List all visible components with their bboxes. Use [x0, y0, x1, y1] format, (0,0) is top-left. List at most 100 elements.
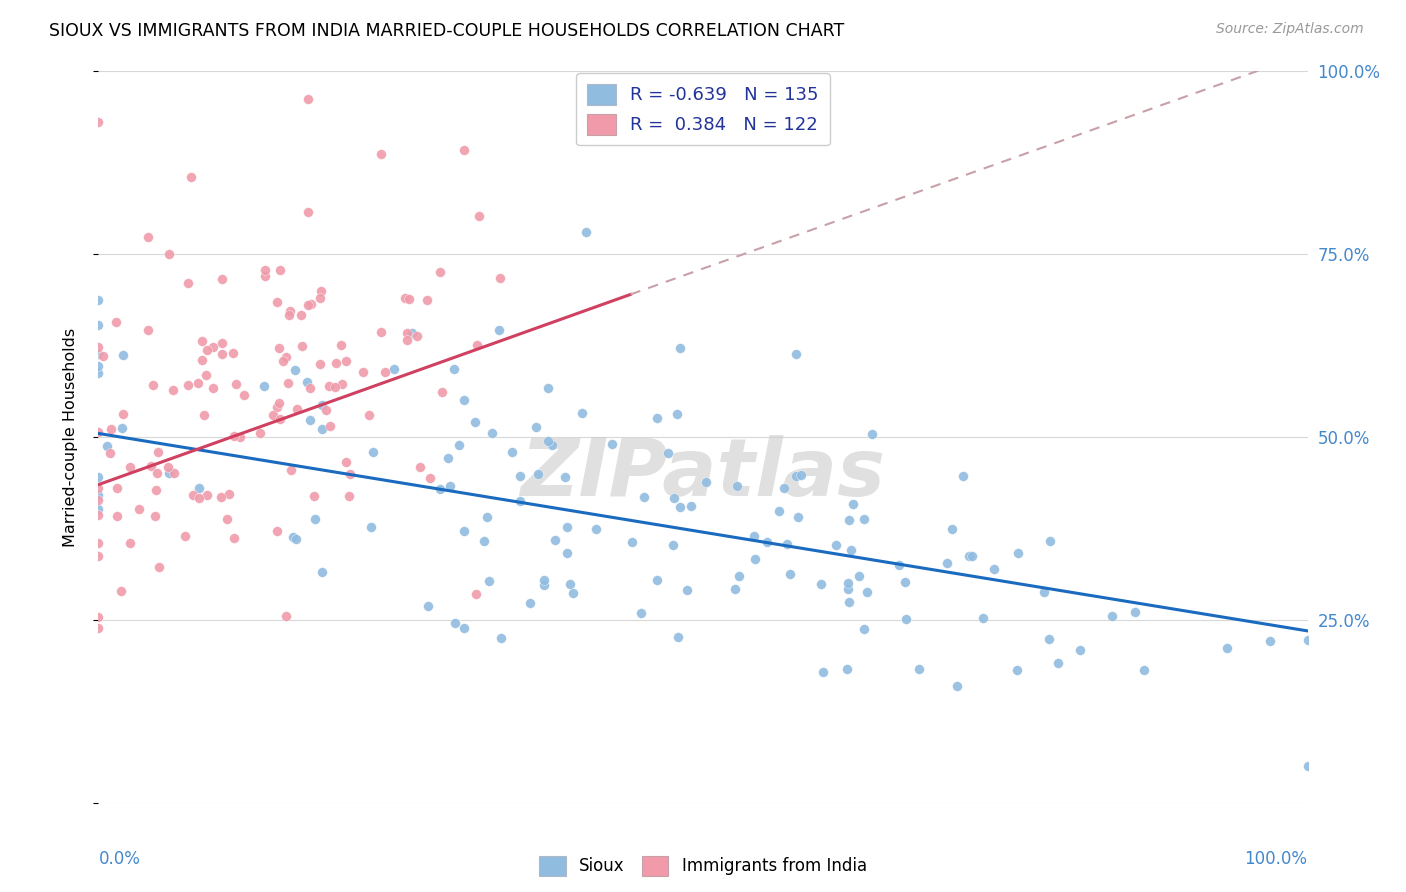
Text: 0.0%: 0.0%	[98, 850, 141, 868]
Point	[148, 560, 170, 574]
Text: ZIPatlas: ZIPatlas	[520, 434, 886, 513]
Point	[416, 293, 439, 307]
Point	[177, 378, 200, 392]
Point	[330, 377, 353, 392]
Point	[419, 471, 441, 485]
Point	[111, 421, 134, 435]
Point	[894, 612, 917, 626]
Point	[304, 512, 326, 526]
Point	[120, 536, 142, 550]
Point	[398, 292, 420, 306]
Point	[100, 422, 122, 436]
Point	[824, 539, 846, 553]
Point	[143, 509, 166, 524]
Point	[852, 622, 875, 636]
Point	[409, 460, 432, 475]
Point	[669, 341, 692, 355]
Point	[291, 339, 314, 353]
Point	[560, 577, 582, 591]
Point	[838, 513, 860, 527]
Point	[972, 611, 994, 625]
Point	[837, 575, 859, 590]
Point	[188, 481, 211, 495]
Point	[600, 436, 623, 450]
Point	[87, 610, 110, 624]
Point	[475, 509, 498, 524]
Point	[952, 468, 974, 483]
Point	[666, 630, 689, 644]
Point	[1296, 633, 1319, 648]
Point	[225, 377, 247, 392]
Y-axis label: Married-couple Households: Married-couple Households	[63, 327, 77, 547]
Point	[278, 303, 301, 318]
Point	[262, 408, 284, 422]
Point	[554, 469, 576, 483]
Point	[853, 511, 876, 525]
Point	[430, 384, 453, 399]
Point	[195, 488, 218, 502]
Point	[87, 318, 110, 332]
Point	[254, 268, 277, 283]
Point	[439, 479, 461, 493]
Point	[352, 365, 374, 379]
Point	[725, 479, 748, 493]
Point	[429, 482, 451, 496]
Point	[453, 524, 475, 539]
Point	[1296, 759, 1319, 773]
Point	[394, 291, 416, 305]
Point	[136, 230, 159, 244]
Point	[87, 366, 110, 380]
Point	[211, 272, 233, 286]
Legend: Sioux, Immigrants from India: Sioux, Immigrants from India	[533, 850, 873, 882]
Point	[111, 407, 134, 421]
Point	[266, 524, 288, 538]
Point	[724, 582, 747, 597]
Point	[489, 631, 512, 645]
Point	[180, 170, 202, 185]
Point	[360, 520, 382, 534]
Point	[285, 402, 308, 417]
Point	[188, 491, 211, 505]
Point	[98, 446, 121, 460]
Point	[193, 409, 215, 423]
Point	[1007, 663, 1029, 677]
Point	[575, 225, 598, 239]
Point	[957, 549, 980, 563]
Point	[215, 512, 238, 526]
Point	[772, 482, 794, 496]
Point	[269, 263, 291, 277]
Point	[323, 380, 346, 394]
Point	[87, 470, 110, 484]
Point	[177, 276, 200, 290]
Point	[468, 210, 491, 224]
Point	[309, 357, 332, 371]
Point	[297, 298, 319, 312]
Point	[488, 323, 510, 337]
Point	[666, 407, 689, 421]
Point	[662, 491, 685, 506]
Point	[87, 535, 110, 549]
Point	[157, 246, 180, 260]
Point	[811, 665, 834, 679]
Point	[465, 587, 488, 601]
Point	[157, 459, 180, 474]
Point	[501, 445, 523, 459]
Point	[297, 92, 319, 106]
Point	[278, 308, 301, 322]
Point	[284, 363, 307, 377]
Point	[633, 490, 655, 504]
Point	[222, 428, 245, 442]
Point	[222, 346, 245, 360]
Point	[395, 326, 418, 341]
Point	[562, 586, 585, 600]
Point	[91, 349, 114, 363]
Point	[277, 376, 299, 390]
Point	[281, 530, 304, 544]
Point	[87, 425, 110, 439]
Point	[443, 362, 465, 376]
Point	[276, 351, 298, 365]
Point	[319, 419, 342, 434]
Point	[201, 381, 224, 395]
Point	[437, 451, 460, 466]
Point	[253, 262, 276, 277]
